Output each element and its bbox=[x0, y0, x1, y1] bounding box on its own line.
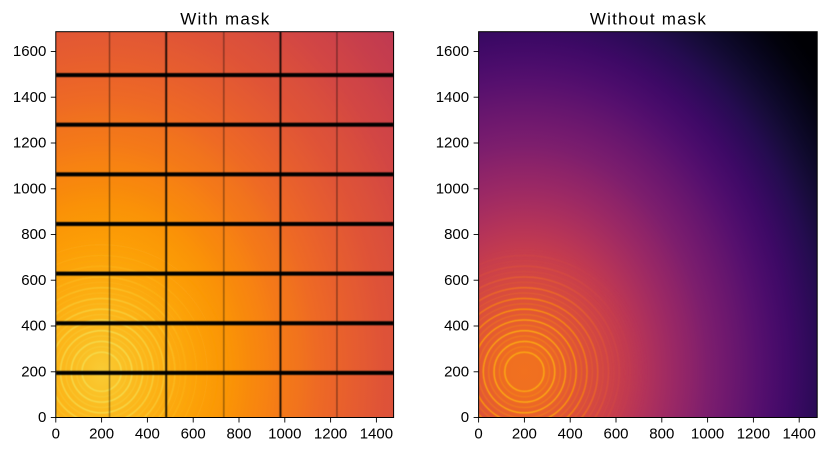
svg-text:800: 800 bbox=[649, 426, 674, 443]
svg-text:With mask: With mask bbox=[180, 9, 270, 28]
svg-text:0: 0 bbox=[38, 409, 46, 426]
svg-text:Without mask: Without mask bbox=[590, 9, 707, 28]
svg-text:0: 0 bbox=[461, 409, 469, 426]
svg-text:800: 800 bbox=[226, 426, 251, 443]
svg-text:1400: 1400 bbox=[436, 89, 469, 106]
svg-text:200: 200 bbox=[89, 426, 114, 443]
svg-text:400: 400 bbox=[558, 426, 583, 443]
svg-text:600: 600 bbox=[603, 426, 628, 443]
svg-text:1600: 1600 bbox=[13, 43, 46, 60]
svg-text:200: 200 bbox=[444, 363, 469, 380]
svg-text:1000: 1000 bbox=[691, 426, 724, 443]
svg-text:600: 600 bbox=[444, 272, 469, 289]
svg-text:1000: 1000 bbox=[436, 180, 469, 197]
svg-text:400: 400 bbox=[135, 426, 160, 443]
svg-text:600: 600 bbox=[21, 272, 46, 289]
svg-text:1200: 1200 bbox=[314, 426, 347, 443]
svg-text:200: 200 bbox=[512, 426, 537, 443]
svg-text:0: 0 bbox=[474, 426, 482, 443]
svg-text:1200: 1200 bbox=[13, 135, 46, 152]
svg-text:1000: 1000 bbox=[13, 180, 46, 197]
svg-text:0: 0 bbox=[52, 426, 60, 443]
svg-text:1400: 1400 bbox=[360, 426, 393, 443]
svg-text:800: 800 bbox=[444, 226, 469, 243]
svg-text:1400: 1400 bbox=[783, 426, 816, 443]
svg-text:600: 600 bbox=[181, 426, 206, 443]
svg-text:200: 200 bbox=[21, 363, 46, 380]
svg-text:1600: 1600 bbox=[436, 43, 469, 60]
svg-text:1000: 1000 bbox=[268, 426, 301, 443]
svg-text:1200: 1200 bbox=[436, 135, 469, 152]
svg-text:1200: 1200 bbox=[737, 426, 770, 443]
svg-text:1400: 1400 bbox=[13, 89, 46, 106]
svg-text:400: 400 bbox=[444, 318, 469, 335]
svg-text:800: 800 bbox=[21, 226, 46, 243]
svg-text:400: 400 bbox=[21, 318, 46, 335]
